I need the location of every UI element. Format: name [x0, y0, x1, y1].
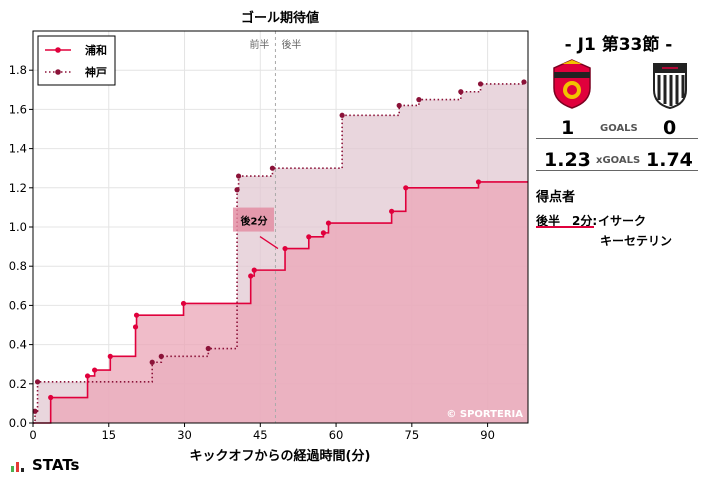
series-point-urawa [326, 220, 331, 225]
series-point-urawa [306, 234, 311, 239]
series-point-urawa [85, 373, 90, 378]
divider-2 [536, 170, 698, 171]
x-tick-label: 45 [253, 428, 268, 442]
series-point-urawa [252, 268, 257, 273]
series-point-urawa [282, 246, 287, 251]
series-point-urawa [321, 230, 326, 235]
series-point-urawa [403, 185, 408, 190]
series-point-urawa [181, 301, 186, 306]
x-tick-label: 60 [329, 428, 344, 442]
x-tick-label: 15 [101, 428, 116, 442]
y-tick-label: 0.6 [9, 298, 27, 312]
series-point-urawa [133, 324, 138, 329]
y-tick-label: 1.0 [9, 220, 27, 234]
x-tick-label: 30 [177, 428, 192, 442]
y-tick-label: 1.8 [9, 63, 27, 77]
match-info-panel: - J1 第33節 - 1 GOALS 0 1.23 xGOALS 1.74 得… [530, 0, 707, 479]
scorer-name-2: キーセテリン [600, 232, 672, 249]
series-point-kobe [234, 187, 239, 192]
scorer-underline [536, 226, 594, 228]
goals-label: GOALS [600, 123, 638, 134]
series-point-kobe [521, 79, 526, 84]
annotation-label: 後2分 [240, 215, 267, 228]
chart-title: ゴール期待値 [241, 10, 319, 26]
x-tick-label: 0 [29, 428, 36, 442]
home-team-badge [550, 58, 594, 110]
series-point-kobe [397, 103, 402, 108]
y-tick-label: 1.6 [9, 102, 27, 116]
series-point-kobe [416, 97, 421, 102]
series-point-urawa [476, 179, 481, 184]
y-tick-label: 0.0 [9, 416, 27, 430]
series-point-urawa [134, 313, 139, 318]
series-point-kobe [236, 173, 241, 178]
series-point-kobe [206, 346, 211, 351]
series-point-kobe [159, 354, 164, 359]
away-xg: 1.74 [646, 149, 693, 171]
xg-label: xGOALS [596, 155, 640, 166]
series-point-urawa [389, 209, 394, 214]
away-goals: 0 [663, 117, 676, 139]
divider-1 [536, 138, 698, 139]
halftime-label-second: 後半 [281, 38, 301, 51]
legend-label: 浦和 [85, 43, 107, 57]
halftime-label-first: 前半 [249, 38, 269, 51]
scorer-name-1: イサーク [598, 212, 646, 229]
scorers-title: 得点者 [536, 186, 575, 205]
series-point-urawa [48, 395, 53, 400]
y-tick-label: 1.2 [9, 181, 27, 195]
series-point-urawa [92, 367, 97, 372]
home-goals: 1 [561, 117, 574, 139]
legend-marker [55, 47, 61, 53]
y-tick-label: 0.8 [9, 259, 27, 273]
series-point-kobe [340, 113, 345, 118]
away-team-badge [650, 60, 690, 110]
series-point-kobe [35, 379, 40, 384]
x-tick-label: 75 [405, 428, 420, 442]
x-tick-label: 90 [480, 428, 495, 442]
y-tick-label: 1.4 [9, 142, 27, 156]
series-point-kobe [458, 89, 463, 94]
x-axis-label: キックオフからの経過時間(分) [190, 448, 371, 464]
series-point-kobe [150, 360, 155, 365]
series-point-kobe [270, 166, 275, 171]
series-point-urawa [248, 273, 253, 278]
round-title: - J1 第33節 - [530, 30, 707, 55]
series-point-kobe [478, 81, 483, 86]
series-point-urawa [108, 354, 113, 359]
legend-label: 神戸 [85, 65, 107, 79]
y-tick-label: 0.4 [9, 338, 27, 352]
home-xg: 1.23 [544, 149, 591, 171]
stats-logo-text: STATs [32, 456, 79, 474]
watermark: © SPORTERIA [446, 409, 523, 420]
legend-marker [55, 69, 61, 75]
y-tick-label: 0.2 [9, 377, 27, 391]
